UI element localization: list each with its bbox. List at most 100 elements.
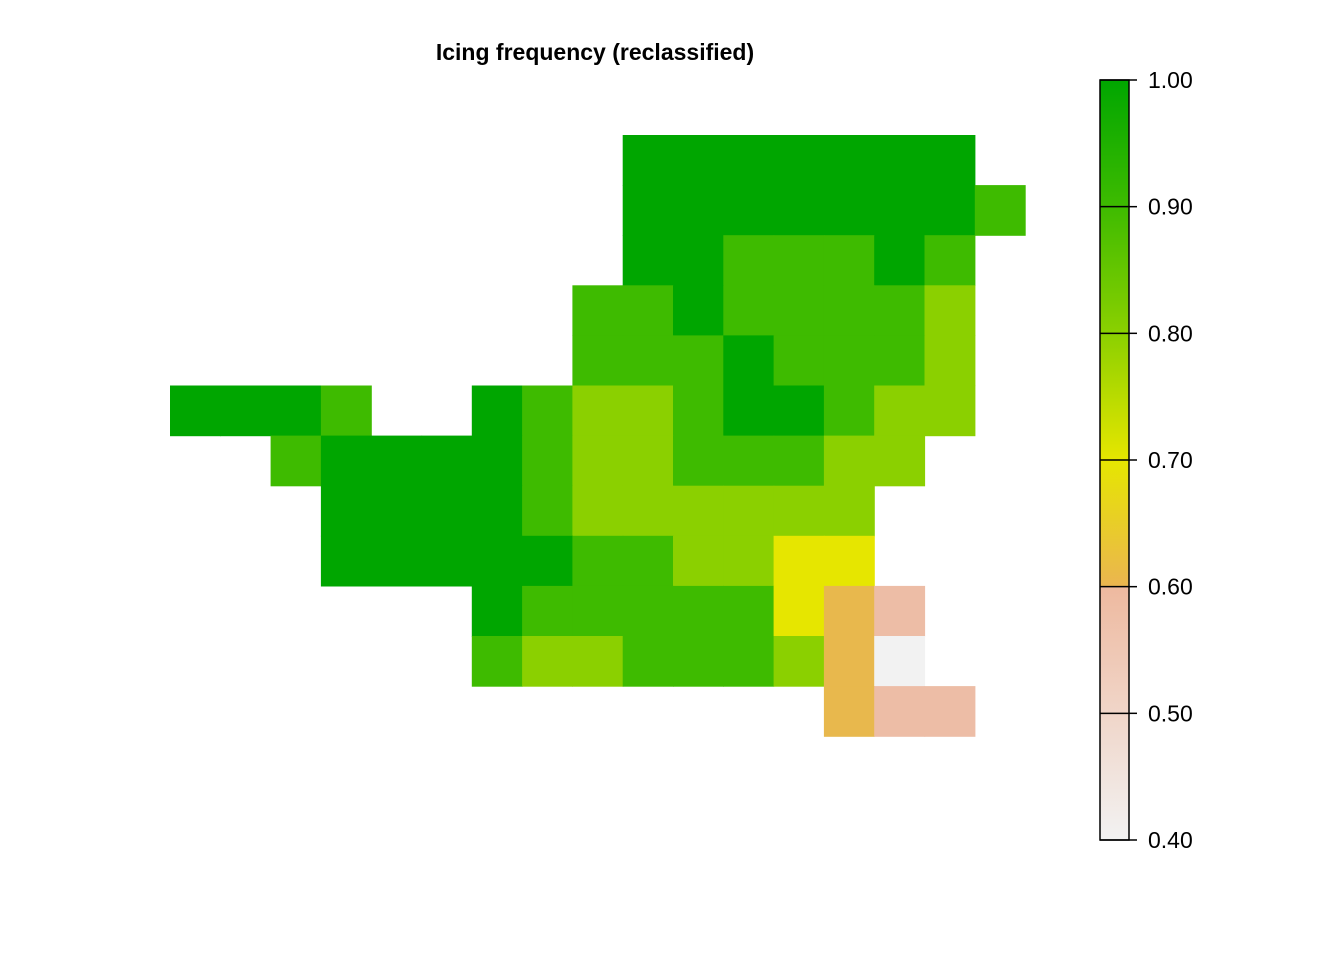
raster-cell	[773, 636, 825, 687]
raster-cell	[270, 435, 322, 487]
raster-cell	[773, 185, 825, 236]
colorbar-tick-label: 0.70	[1148, 447, 1193, 473]
raster-cell	[522, 585, 573, 637]
raster-cell	[823, 535, 875, 587]
raster-cell	[622, 135, 674, 186]
colorbar-tick-label: 0.80	[1148, 320, 1193, 346]
raster-cell	[572, 535, 624, 587]
raster-cell	[874, 235, 926, 286]
raster-cell	[421, 485, 473, 537]
raster-cell	[371, 535, 423, 587]
raster-cell	[572, 636, 624, 687]
raster-cell	[622, 585, 674, 637]
raster-cell	[924, 185, 976, 236]
raster-cell	[773, 435, 825, 487]
raster-cell	[773, 335, 825, 387]
raster-cell	[773, 235, 825, 286]
raster-cell	[974, 185, 1026, 236]
raster-cell	[673, 285, 724, 336]
raster-cell	[421, 535, 473, 587]
raster-cell	[572, 385, 624, 437]
raster-cell	[823, 135, 875, 186]
raster-cell	[823, 585, 875, 637]
raster-cell	[572, 335, 624, 387]
raster-cell	[773, 135, 825, 186]
raster-cell	[522, 435, 573, 487]
raster-cell	[874, 335, 926, 387]
raster-cell	[723, 435, 775, 487]
raster-cell	[320, 485, 372, 537]
raster-cell	[823, 435, 875, 487]
raster-cell	[673, 636, 724, 687]
raster-cell	[874, 686, 926, 737]
colorbar-tick-label: 0.40	[1148, 827, 1193, 853]
raster-cell	[723, 335, 775, 387]
raster-cell	[874, 185, 926, 236]
raster-cell	[723, 585, 775, 637]
raster-cell	[572, 485, 624, 537]
raster-cell	[723, 485, 775, 537]
raster-cell	[622, 335, 674, 387]
raster-cell	[874, 135, 926, 186]
raster-cell	[823, 636, 875, 687]
raster-cell	[170, 385, 221, 437]
colorbar-tick-label: 0.50	[1148, 700, 1193, 726]
raster-cell	[723, 385, 775, 437]
raster-cell	[773, 385, 825, 437]
raster-cell	[471, 485, 523, 537]
raster-cell	[622, 285, 674, 336]
raster-cell	[673, 185, 724, 236]
raster-cell	[471, 385, 523, 437]
raster-cell	[220, 385, 272, 437]
raster-cell	[622, 385, 674, 437]
raster-cell	[924, 235, 976, 286]
raster-cell	[874, 636, 926, 687]
raster-cell	[673, 385, 724, 437]
raster-cell	[522, 636, 573, 687]
raster-cell	[723, 636, 775, 687]
raster-cell	[723, 135, 775, 186]
raster-cell	[823, 235, 875, 286]
raster-cell	[924, 385, 976, 437]
raster-cell	[723, 285, 775, 336]
colorbar-ticks: 1.00 0.90 0.80 0.70 0.60 0.50 0.40	[1100, 67, 1193, 853]
raster-cell	[823, 385, 875, 437]
raster-cell	[320, 435, 372, 487]
raster-cell	[773, 285, 825, 336]
raster-cell	[622, 235, 674, 286]
raster-cell	[471, 435, 523, 487]
raster-cell	[622, 636, 674, 687]
raster-cell	[471, 636, 523, 687]
raster-cell	[874, 435, 926, 487]
raster-cell	[924, 686, 976, 737]
raster-cell	[924, 335, 976, 387]
raster-cell	[270, 385, 322, 437]
raster-cell	[773, 535, 825, 587]
colorbar-tick-label: 0.90	[1148, 194, 1193, 220]
raster-cell	[823, 686, 875, 737]
raster-cell	[572, 435, 624, 487]
raster-cell	[673, 485, 724, 537]
raster-cell	[371, 435, 423, 487]
raster-cell	[924, 135, 976, 186]
raster-cell	[723, 185, 775, 236]
raster-cell	[522, 535, 573, 587]
raster-cell	[522, 485, 573, 537]
raster-cell	[522, 385, 573, 437]
raster-cell	[823, 485, 875, 537]
raster-cell	[874, 385, 926, 437]
raster-cell	[823, 285, 875, 336]
raster-cell	[673, 435, 724, 487]
raster-cell	[673, 335, 724, 387]
colorbar-tick-label: 1.00	[1148, 67, 1193, 93]
raster-cell	[673, 585, 724, 637]
raster-cell	[320, 535, 372, 587]
raster-cell	[673, 235, 724, 286]
chart-title: Icing frequency (reclassified)	[436, 39, 754, 65]
raster-cell	[773, 585, 825, 637]
raster-cell	[572, 285, 624, 336]
raster-cell	[924, 285, 976, 336]
raster-cell	[622, 435, 674, 487]
